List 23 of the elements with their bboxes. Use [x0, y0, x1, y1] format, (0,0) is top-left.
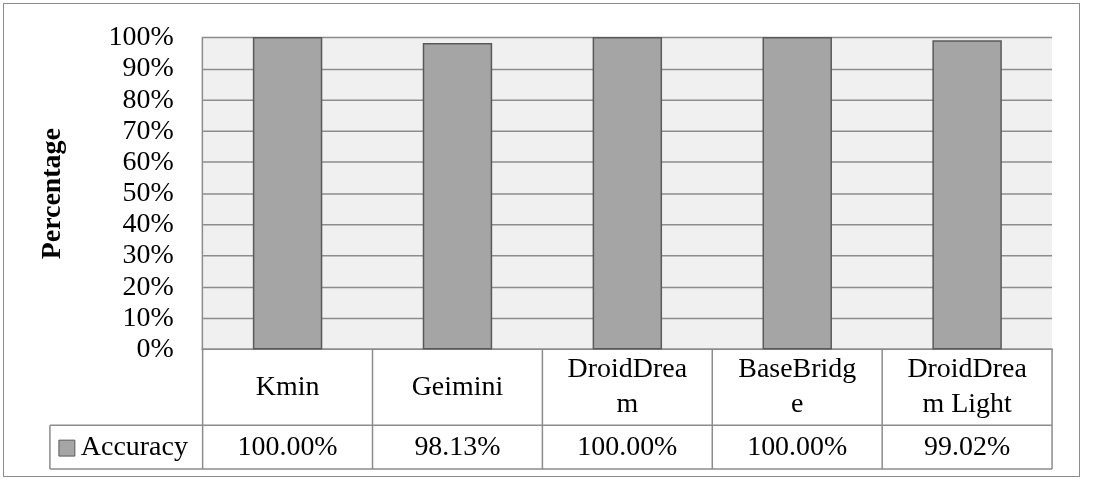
data-label: 100.00% [577, 430, 678, 462]
y-tick-label: 50% [122, 176, 174, 208]
data-label: 100.00% [747, 430, 848, 462]
x-tick-label: DroidDream [567, 352, 688, 419]
y-tick-label: 10% [122, 300, 174, 332]
y-tick-label: 100% [108, 20, 174, 52]
y-tick-label: 0% [136, 331, 174, 363]
y-tick-label: 70% [122, 113, 174, 145]
y-tick-label: 30% [122, 238, 174, 270]
y-tick-label: 60% [122, 144, 174, 176]
x-tick-label: DroidDream Light [907, 352, 1027, 419]
legend-label: Accuracy [80, 430, 188, 462]
y-tick-label: 90% [122, 51, 174, 83]
x-tick-label: Geimini [411, 369, 504, 401]
x-tick-label: BaseBridge [738, 352, 857, 419]
y-tick-label: 80% [122, 82, 174, 114]
x-tick-label: Kmin [255, 369, 320, 401]
y-tick-label: 20% [122, 269, 174, 301]
y-tick-label: 40% [122, 207, 174, 239]
data-label: 99.02% [924, 430, 1011, 462]
data-label: 100.00% [237, 430, 338, 462]
y-axis-title: Percentage [34, 128, 66, 260]
data-label: 98.13% [414, 430, 501, 462]
